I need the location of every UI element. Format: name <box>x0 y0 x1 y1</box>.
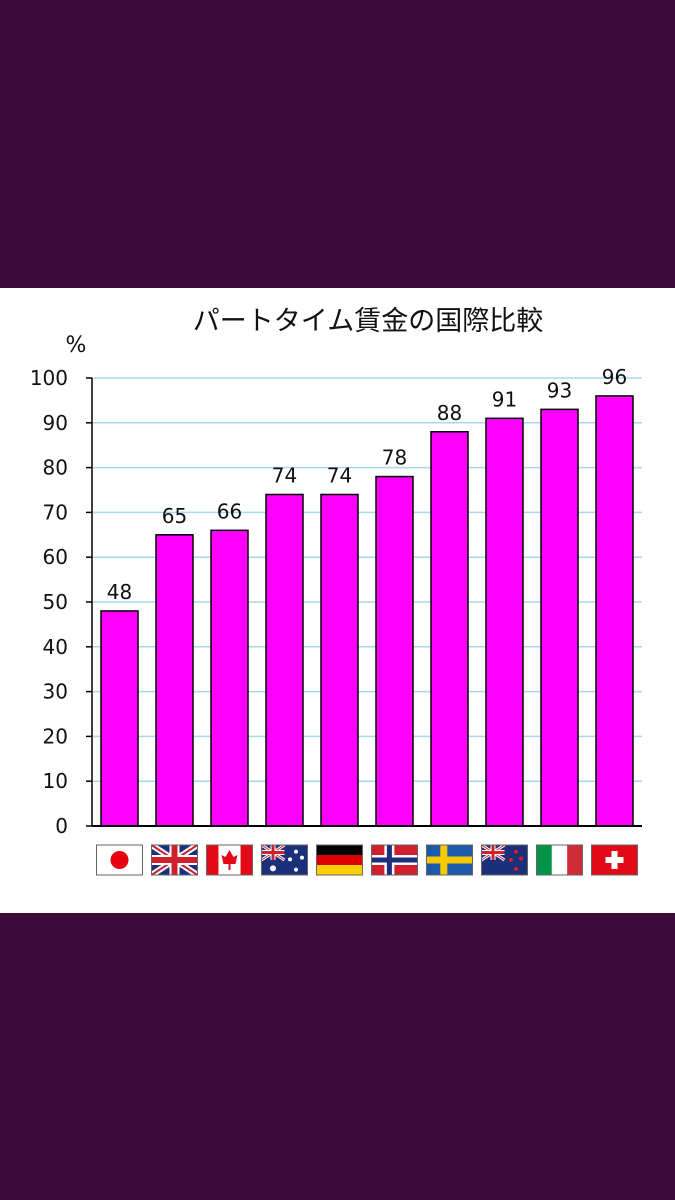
de-flag <box>317 845 363 876</box>
nz-flag <box>482 845 528 875</box>
bar-gb <box>156 535 193 826</box>
y-tick-label: 0 <box>55 814 68 838</box>
y-tick-label: 90 <box>43 411 68 435</box>
data-label: 88 <box>437 401 462 425</box>
ch-flag <box>592 845 638 875</box>
data-label: 74 <box>327 463 352 487</box>
y-axis-unit: % <box>66 333 87 358</box>
y-tick-label: 70 <box>43 500 68 524</box>
au-flag <box>262 845 308 875</box>
bar-it <box>541 409 578 826</box>
it-flag <box>537 845 584 875</box>
y-tick-label: 50 <box>43 590 68 614</box>
y-tick-label: 10 <box>43 769 68 793</box>
data-label: 48 <box>107 580 132 604</box>
data-label: 91 <box>492 387 517 411</box>
bar-de <box>321 494 358 826</box>
y-tick-label: 30 <box>43 680 68 704</box>
data-label: 65 <box>162 504 187 528</box>
bar-no <box>376 477 413 826</box>
ca-flag <box>207 845 253 875</box>
data-label: 93 <box>547 378 572 402</box>
data-label: 74 <box>272 463 297 487</box>
no-flag <box>372 845 418 875</box>
x-axis-flags <box>97 845 638 876</box>
y-axis-ticks: 0 10 20 30 40 50 60 70 80 90 100 <box>30 366 92 838</box>
bar-se <box>431 432 468 826</box>
data-label: 66 <box>217 499 242 523</box>
bar-chart: パートタイム賃金の国際比較 % 0 10 20 30 40 50 60 70 80 90 100 4… <box>0 288 675 913</box>
y-tick-label: 80 <box>43 456 68 480</box>
y-tick-label: 100 <box>30 366 68 390</box>
gb-flag <box>152 845 198 875</box>
jp-flag <box>97 845 143 875</box>
bar-nz <box>486 418 523 826</box>
chart-title: パートタイム賃金の国際比較 <box>193 306 543 337</box>
data-label: 78 <box>382 446 407 470</box>
se-flag <box>427 845 473 875</box>
bar-jp <box>101 611 138 826</box>
data-label: 96 <box>602 365 627 389</box>
bar-ca <box>211 530 248 826</box>
chart-panel: パートタイム賃金の国際比較 % 0 10 20 30 40 50 60 70 80 90 100 4… <box>0 288 675 913</box>
y-tick-label: 60 <box>43 545 68 569</box>
bars <box>101 396 633 826</box>
bar-au <box>266 494 303 826</box>
y-tick-label: 20 <box>43 724 68 748</box>
y-tick-label: 40 <box>43 635 68 659</box>
bar-ch <box>596 396 633 826</box>
